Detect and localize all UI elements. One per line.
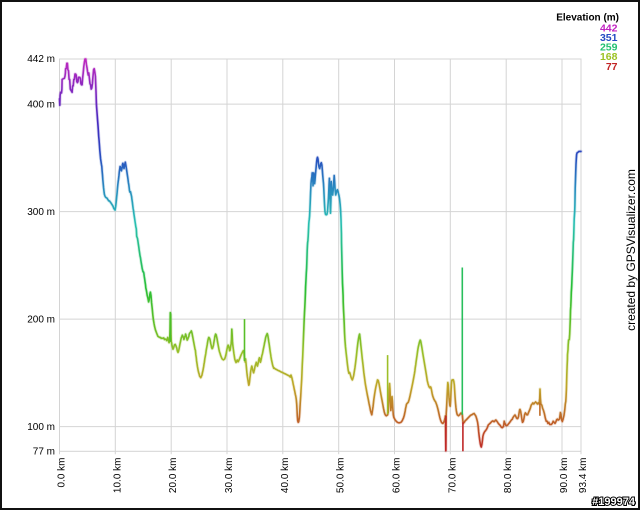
svg-text:400 m: 400 m	[27, 99, 55, 110]
svg-text:200 m: 200 m	[27, 314, 55, 325]
svg-text:77: 77	[606, 61, 618, 73]
svg-text:0.0 km: 0.0 km	[57, 458, 68, 488]
svg-text:10.0 km: 10.0 km	[112, 458, 123, 494]
svg-text:168: 168	[600, 51, 618, 63]
svg-text:442 m: 442 m	[27, 54, 55, 65]
svg-text:93.4 km: 93.4 km	[578, 458, 589, 494]
svg-text:60.0 km: 60.0 km	[392, 458, 403, 494]
svg-text:20.0 km: 20.0 km	[168, 458, 179, 494]
svg-text:40.0 km: 40.0 km	[280, 458, 291, 494]
svg-text:#199974: #199974	[592, 496, 636, 508]
svg-text:created by GPSVisualizer.com: created by GPSVisualizer.com	[624, 169, 638, 331]
svg-text:442: 442	[600, 22, 618, 34]
svg-text:30.0 km: 30.0 km	[224, 458, 235, 494]
svg-text:100 m: 100 m	[27, 422, 55, 433]
svg-text:77 m: 77 m	[33, 447, 55, 458]
svg-text:50.0 km: 50.0 km	[336, 458, 347, 494]
svg-text:80.0 km: 80.0 km	[503, 458, 514, 494]
svg-text:Elevation (m): Elevation (m)	[556, 13, 619, 24]
svg-text:70.0 km: 70.0 km	[447, 458, 458, 494]
svg-text:300 m: 300 m	[27, 207, 55, 218]
svg-text:259: 259	[600, 42, 618, 54]
svg-text:90.0 km: 90.0 km	[559, 458, 570, 494]
svg-text:351: 351	[600, 32, 618, 44]
